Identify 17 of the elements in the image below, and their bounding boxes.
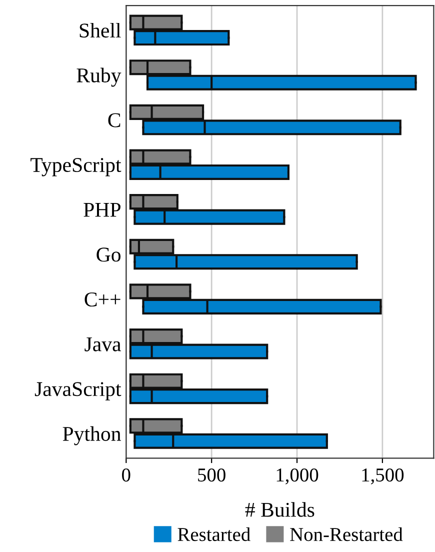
y-tick-label: C++ bbox=[84, 292, 120, 306]
x-tick-label: 1,000 bbox=[276, 468, 318, 484]
y-tick-label: Ruby bbox=[76, 68, 122, 87]
y-tick-label: TypeScript bbox=[30, 158, 122, 176]
x-tick-label: 500 bbox=[198, 468, 226, 482]
x-tick-label: 1,500 bbox=[362, 468, 404, 484]
y-tick-label: PHP bbox=[84, 203, 120, 217]
y-tick-label: Shell bbox=[80, 22, 121, 38]
y-tick-label: Go bbox=[96, 248, 120, 262]
x-axis-title: # Builds bbox=[245, 502, 314, 517]
y-tick-label: Java bbox=[84, 337, 121, 352]
y-tick-label: C bbox=[108, 113, 120, 128]
x-tick-label: 0 bbox=[122, 468, 130, 482]
legend-label: Non-Restarted bbox=[290, 527, 403, 542]
y-tick-label: JavaScript bbox=[34, 382, 122, 400]
y-tick-label: Python bbox=[62, 426, 121, 446]
legend-label: Restarted bbox=[178, 527, 250, 542]
